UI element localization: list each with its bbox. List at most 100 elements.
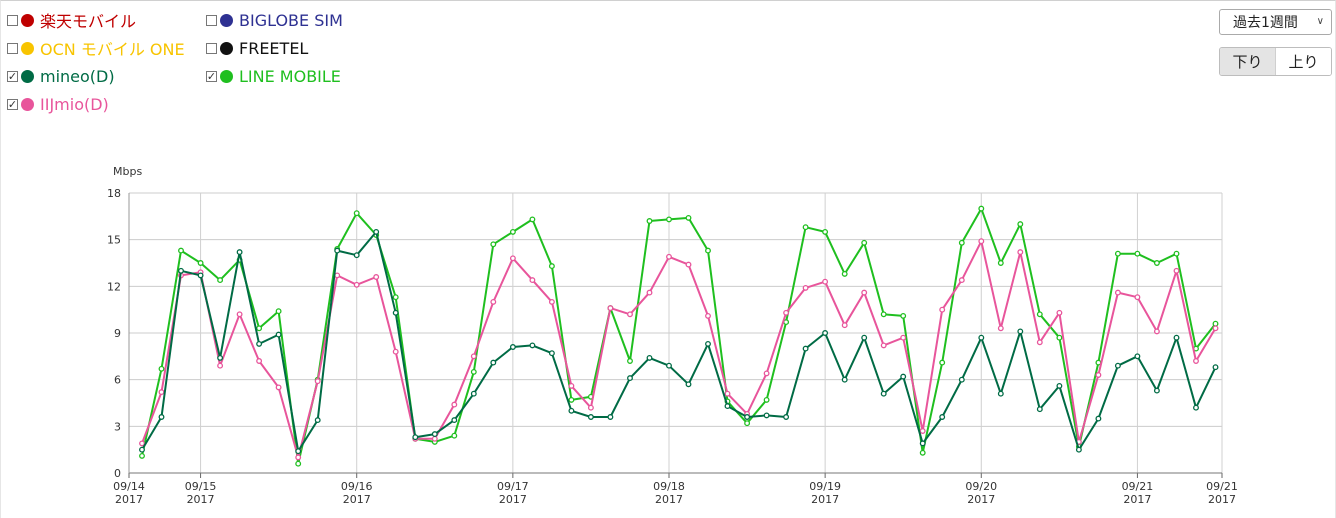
data-point-line-mobile[interactable] — [1153, 260, 1160, 266]
data-point-mineo-d[interactable] — [217, 354, 224, 361]
data-point-iijmio-d[interactable] — [783, 309, 790, 316]
data-point-iijmio-d[interactable] — [763, 370, 770, 377]
data-point-mineo-d[interactable] — [197, 272, 204, 279]
checkbox-ocn[interactable] — [7, 42, 18, 54]
checkbox-iijmio[interactable]: ✓ — [7, 97, 18, 111]
data-point-iijmio-d[interactable] — [295, 454, 302, 461]
data-point-iijmio-d[interactable] — [646, 289, 653, 296]
data-point-line-mobile[interactable] — [353, 210, 360, 217]
legend-item-iijmio[interactable]: ✓ IIJmio(D) — [7, 93, 109, 115]
data-point-mineo-d[interactable] — [568, 407, 575, 414]
data-point-mineo-d[interactable] — [666, 362, 672, 369]
data-point-iijmio-d[interactable] — [978, 238, 985, 245]
data-point-mineo-d[interactable] — [861, 334, 868, 341]
data-point-mineo-d[interactable] — [705, 340, 711, 347]
data-point-line-mobile[interactable] — [139, 452, 145, 459]
data-point-mineo-d[interactable] — [783, 414, 790, 420]
data-point-mineo-d[interactable] — [353, 252, 360, 259]
checkbox-line-mobile[interactable]: ✓ — [206, 69, 217, 83]
data-point-iijmio-d[interactable] — [1095, 372, 1102, 378]
data-point-mineo-d[interactable] — [256, 340, 263, 347]
data-point-iijmio-d[interactable] — [627, 311, 633, 318]
data-point-mineo-d[interactable] — [470, 390, 477, 397]
data-point-iijmio-d[interactable] — [334, 272, 341, 279]
data-point-line-mobile[interactable] — [275, 308, 282, 315]
data-point-iijmio-d[interactable] — [392, 348, 399, 355]
checkbox-rakuten[interactable] — [7, 14, 18, 26]
data-point-line-mobile[interactable] — [1017, 221, 1024, 228]
data-point-iijmio-d[interactable] — [997, 325, 1004, 332]
data-point-iijmio-d[interactable] — [1036, 339, 1043, 346]
data-point-mineo-d[interactable] — [373, 228, 380, 235]
data-point-iijmio-d[interactable] — [1212, 325, 1219, 332]
data-point-mineo-d[interactable] — [919, 440, 926, 447]
checkbox-mineo[interactable]: ✓ — [7, 69, 18, 83]
data-point-line-mobile[interactable] — [958, 239, 965, 246]
data-point-line-mobile[interactable] — [685, 214, 692, 221]
data-point-mineo-d[interactable] — [451, 417, 458, 424]
data-point-iijmio-d[interactable] — [841, 322, 848, 329]
data-point-line-mobile[interactable] — [295, 460, 302, 467]
data-point-mineo-d[interactable] — [627, 375, 633, 382]
legend-item-biglobe[interactable]: BIGLOBE SIM — [206, 9, 343, 31]
data-point-mineo-d[interactable] — [587, 414, 594, 420]
data-point-mineo-d[interactable] — [548, 350, 555, 357]
data-point-line-mobile[interactable] — [548, 263, 555, 270]
data-point-line-mobile[interactable] — [997, 260, 1004, 266]
data-point-mineo-d[interactable] — [978, 334, 985, 341]
data-point-mineo-d[interactable] — [802, 345, 809, 352]
data-point-line-mobile[interactable] — [1173, 250, 1180, 257]
data-point-iijmio-d[interactable] — [880, 342, 887, 349]
data-point-mineo-d[interactable] — [178, 267, 184, 274]
data-point-mineo-d[interactable] — [1036, 406, 1043, 413]
legend-item-rakuten[interactable]: 楽天モバイル — [7, 9, 136, 31]
data-point-iijmio-d[interactable] — [919, 428, 926, 434]
data-point-iijmio-d[interactable] — [353, 281, 360, 288]
data-point-iijmio-d[interactable] — [724, 390, 731, 397]
checkbox-freetel[interactable] — [206, 42, 217, 54]
checkbox-biglobe[interactable] — [206, 14, 217, 26]
data-point-line-mobile[interactable] — [919, 449, 926, 456]
data-point-mineo-d[interactable] — [1075, 446, 1082, 453]
data-point-mineo-d[interactable] — [607, 414, 614, 420]
data-point-line-mobile[interactable] — [841, 270, 848, 277]
data-point-line-mobile[interactable] — [763, 396, 770, 403]
data-point-iijmio-d[interactable] — [451, 401, 458, 408]
data-point-mineo-d[interactable] — [1173, 334, 1180, 341]
data-point-mineo-d[interactable] — [646, 354, 653, 361]
data-point-line-mobile[interactable] — [470, 368, 477, 375]
data-point-line-mobile[interactable] — [861, 239, 868, 246]
data-point-line-mobile[interactable] — [197, 260, 204, 266]
data-point-iijmio-d[interactable] — [607, 305, 614, 312]
data-point-mineo-d[interactable] — [685, 381, 692, 388]
data-point-iijmio-d[interactable] — [236, 311, 243, 318]
data-point-line-mobile[interactable] — [1036, 311, 1043, 318]
data-point-line-mobile[interactable] — [392, 294, 399, 301]
data-point-line-mobile[interactable] — [1212, 320, 1219, 327]
data-point-iijmio-d[interactable] — [958, 277, 965, 284]
data-point-line-mobile[interactable] — [978, 205, 985, 212]
data-point-iijmio-d[interactable] — [275, 384, 282, 391]
data-point-line-mobile[interactable] — [939, 359, 946, 366]
data-point-iijmio-d[interactable] — [1153, 328, 1160, 335]
data-point-iijmio-d[interactable] — [861, 289, 868, 296]
data-point-line-mobile[interactable] — [666, 216, 672, 223]
data-point-line-mobile[interactable] — [627, 358, 633, 364]
data-point-iijmio-d[interactable] — [158, 389, 165, 396]
data-point-mineo-d[interactable] — [841, 376, 848, 383]
data-point-mineo-d[interactable] — [412, 434, 419, 441]
data-point-iijmio-d[interactable] — [685, 261, 692, 268]
legend-item-freetel[interactable]: FREETEL — [206, 37, 308, 59]
data-point-iijmio-d[interactable] — [900, 334, 907, 341]
data-point-iijmio-d[interactable] — [587, 404, 594, 411]
data-point-iijmio-d[interactable] — [314, 378, 321, 385]
data-point-line-mobile[interactable] — [1134, 250, 1141, 257]
data-point-mineo-d[interactable] — [1134, 353, 1141, 360]
data-point-iijmio-d[interactable] — [139, 440, 145, 447]
data-point-mineo-d[interactable] — [997, 390, 1004, 397]
data-point-iijmio-d[interactable] — [256, 358, 263, 364]
upload-button[interactable]: 上り — [1276, 48, 1331, 75]
data-point-iijmio-d[interactable] — [802, 284, 809, 291]
data-point-mineo-d[interactable] — [763, 412, 770, 419]
data-point-line-mobile[interactable] — [1114, 250, 1121, 257]
